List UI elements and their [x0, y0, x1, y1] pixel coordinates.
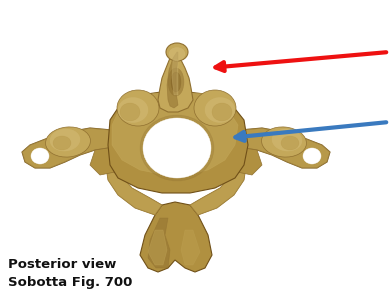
Ellipse shape	[157, 126, 167, 134]
Ellipse shape	[194, 90, 236, 126]
Polygon shape	[158, 50, 193, 112]
Ellipse shape	[191, 150, 194, 152]
Polygon shape	[181, 230, 200, 265]
Polygon shape	[148, 230, 167, 265]
Ellipse shape	[31, 148, 49, 164]
Ellipse shape	[310, 156, 318, 164]
Polygon shape	[108, 90, 248, 193]
Ellipse shape	[171, 72, 181, 92]
Polygon shape	[22, 128, 115, 168]
Ellipse shape	[212, 103, 232, 121]
Polygon shape	[105, 150, 162, 215]
Ellipse shape	[33, 150, 47, 162]
Ellipse shape	[187, 138, 191, 142]
Ellipse shape	[305, 150, 319, 162]
Ellipse shape	[303, 148, 321, 164]
Ellipse shape	[272, 129, 302, 151]
Polygon shape	[172, 60, 178, 95]
Ellipse shape	[281, 136, 299, 150]
Ellipse shape	[34, 156, 42, 164]
Ellipse shape	[117, 90, 159, 126]
Ellipse shape	[140, 115, 214, 181]
Ellipse shape	[185, 147, 199, 157]
Polygon shape	[105, 150, 162, 215]
Ellipse shape	[161, 133, 166, 137]
Polygon shape	[148, 218, 170, 268]
Ellipse shape	[120, 103, 140, 121]
Ellipse shape	[261, 127, 307, 157]
Ellipse shape	[177, 145, 181, 150]
Polygon shape	[234, 148, 262, 175]
Ellipse shape	[177, 148, 180, 152]
Ellipse shape	[169, 48, 185, 61]
Polygon shape	[237, 128, 330, 168]
Ellipse shape	[166, 134, 184, 146]
Text: Posterior view: Posterior view	[8, 258, 116, 271]
Ellipse shape	[205, 98, 235, 123]
Ellipse shape	[143, 118, 211, 178]
Text: Sobotta Fig. 700: Sobotta Fig. 700	[8, 276, 132, 289]
Ellipse shape	[50, 129, 80, 151]
Ellipse shape	[183, 126, 193, 134]
Polygon shape	[112, 93, 238, 175]
Ellipse shape	[53, 136, 71, 150]
Polygon shape	[22, 128, 115, 168]
Ellipse shape	[177, 138, 181, 141]
Polygon shape	[167, 52, 178, 108]
Ellipse shape	[151, 147, 165, 157]
Polygon shape	[190, 150, 247, 215]
Ellipse shape	[165, 157, 185, 167]
Polygon shape	[190, 150, 247, 215]
Ellipse shape	[161, 145, 165, 149]
Ellipse shape	[144, 119, 210, 176]
Ellipse shape	[166, 43, 188, 61]
Polygon shape	[237, 128, 330, 168]
Polygon shape	[90, 148, 118, 175]
Ellipse shape	[118, 98, 148, 123]
Ellipse shape	[46, 127, 91, 157]
Ellipse shape	[168, 68, 184, 96]
Polygon shape	[140, 202, 212, 272]
